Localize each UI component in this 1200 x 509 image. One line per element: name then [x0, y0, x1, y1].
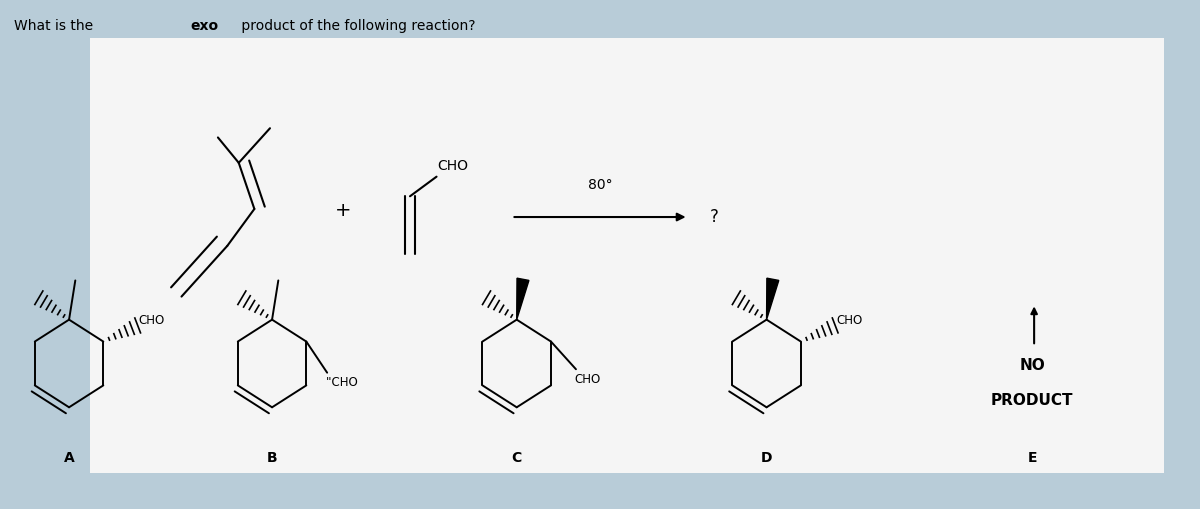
Text: PRODUCT: PRODUCT: [991, 393, 1073, 408]
Polygon shape: [517, 278, 529, 320]
Text: A: A: [64, 451, 74, 465]
Text: CHO: CHO: [574, 373, 600, 386]
Text: C: C: [511, 451, 522, 465]
Text: What is the: What is the: [14, 19, 97, 33]
Text: E: E: [1027, 451, 1037, 465]
Text: B: B: [266, 451, 277, 465]
Text: 80°: 80°: [588, 178, 612, 192]
Text: exo: exo: [191, 19, 218, 33]
Text: CHO: CHO: [438, 159, 468, 173]
Text: CHO: CHO: [836, 314, 863, 327]
Polygon shape: [767, 278, 779, 320]
Text: NO: NO: [1019, 358, 1045, 373]
Text: CHO: CHO: [139, 314, 164, 327]
Text: product of the following reaction?: product of the following reaction?: [236, 19, 475, 33]
Text: +: +: [335, 201, 352, 219]
Text: ?: ?: [709, 208, 718, 226]
Text: D: D: [761, 451, 773, 465]
Text: ''CHO: ''CHO: [326, 376, 359, 389]
